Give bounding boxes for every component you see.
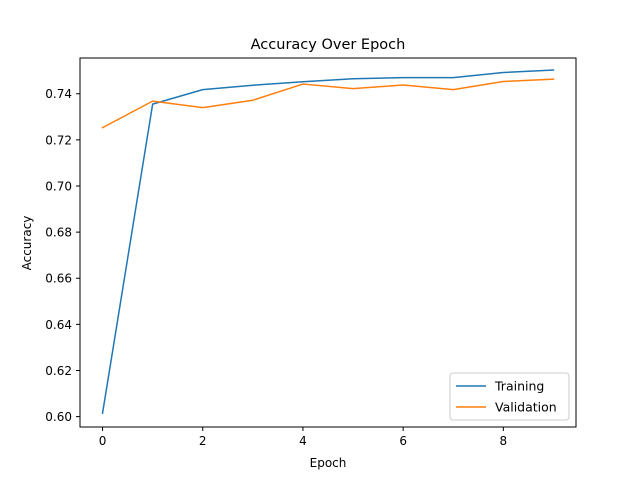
y-tick-label: 0.70 [45,179,72,193]
x-tick-label: 8 [500,434,508,448]
y-tick-label: 0.68 [45,226,72,240]
y-tick-label: 0.60 [45,410,72,424]
x-axis: 0 2 4 6 8 [99,427,507,448]
x-axis-label: Epoch [310,456,347,470]
y-tick-label: 0.74 [45,87,72,101]
y-tick-label: 0.64 [45,318,72,332]
y-tick-label: 0.62 [45,364,72,378]
plot-area [101,69,555,415]
legend: Training Validation [449,372,570,421]
x-tick-label: 6 [399,434,407,448]
legend-label-training: Training [494,379,544,394]
chart-title: Accuracy Over Epoch [251,37,406,53]
series-line-training [101,69,555,415]
series-line-validation [101,78,555,129]
y-axis: 0.60 0.62 0.64 0.66 0.68 0.70 0.72 0.74 [45,87,80,424]
x-tick-label: 4 [299,434,307,448]
axes-frame [79,57,577,428]
y-tick-label: 0.66 [45,272,72,286]
legend-box [449,372,570,421]
legend-label-validation: Validation [495,400,557,415]
y-tick-label: 0.72 [45,133,72,147]
y-axis-label: Accuracy [20,216,34,271]
x-tick-label: 2 [199,434,207,448]
x-tick-label: 0 [99,434,107,448]
